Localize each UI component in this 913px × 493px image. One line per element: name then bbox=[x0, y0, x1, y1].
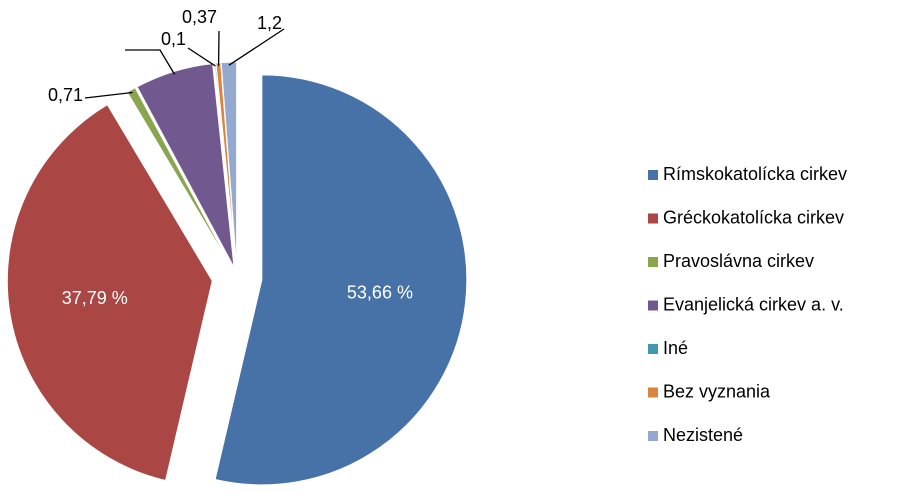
data-label: 1,2 bbox=[257, 13, 282, 33]
leader-line bbox=[187, 47, 216, 67]
pie-slice bbox=[214, 74, 468, 486]
legend-label: Rímskokatolícka cirkev bbox=[663, 164, 847, 184]
legend-swatch bbox=[648, 344, 658, 354]
legend-swatch bbox=[648, 300, 658, 311]
legend-swatch bbox=[648, 213, 658, 224]
leader-line bbox=[84, 91, 133, 99]
legend: Rímskokatolícka cirkev Gréckokatolícka ci… bbox=[648, 164, 847, 445]
data-label: 0,71 bbox=[48, 85, 83, 105]
pie-slice bbox=[220, 61, 238, 268]
legend-label: Bez vyznania bbox=[663, 381, 771, 401]
legend-label: Pravoslávna cirkev bbox=[663, 251, 814, 271]
legend-label: Gréckokatolícka cirkev bbox=[663, 207, 844, 227]
legend-swatch bbox=[648, 431, 658, 441]
data-label: 37,79 % bbox=[62, 288, 128, 308]
pie-slice bbox=[126, 86, 233, 269]
legend-label: Iné bbox=[663, 338, 688, 358]
legend-swatch bbox=[648, 387, 658, 398]
legend-label: Evanjelická cirkev a. v. bbox=[663, 294, 844, 314]
legend-swatch bbox=[648, 257, 658, 267]
data-label: 0,1 bbox=[161, 29, 186, 49]
data-label: 0,37 bbox=[182, 7, 217, 27]
legend-label: Nezistené bbox=[663, 425, 743, 445]
leader-line bbox=[125, 49, 176, 75]
pie-slice bbox=[6, 104, 213, 482]
data-label: 53,66 % bbox=[347, 282, 413, 302]
legend-swatch bbox=[648, 170, 658, 180]
leader-line bbox=[228, 28, 285, 66]
